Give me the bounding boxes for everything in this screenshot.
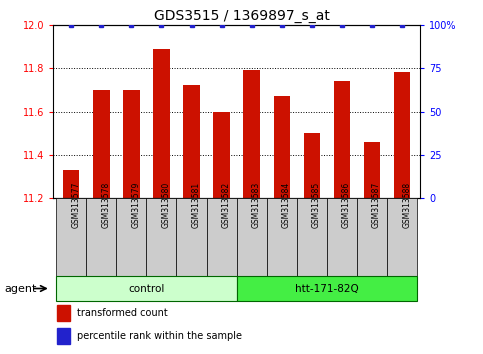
Text: control: control bbox=[128, 284, 165, 293]
Text: htt-171-82Q: htt-171-82Q bbox=[295, 284, 359, 293]
Bar bbox=[93, 90, 110, 198]
Text: GDS3515 / 1369897_s_at: GDS3515 / 1369897_s_at bbox=[154, 9, 329, 23]
Bar bbox=[57, 328, 70, 344]
Bar bbox=[56, 198, 86, 276]
Bar bbox=[207, 198, 237, 276]
Bar bbox=[63, 170, 80, 198]
Bar bbox=[57, 305, 70, 321]
Text: GSM313579: GSM313579 bbox=[131, 181, 141, 228]
Bar bbox=[123, 90, 140, 198]
Text: GSM313584: GSM313584 bbox=[282, 181, 291, 228]
Bar bbox=[153, 48, 170, 198]
Text: GSM313577: GSM313577 bbox=[71, 181, 80, 228]
Text: GSM313586: GSM313586 bbox=[342, 181, 351, 228]
Text: GSM313582: GSM313582 bbox=[222, 181, 230, 228]
Bar bbox=[237, 198, 267, 276]
Text: GSM313583: GSM313583 bbox=[252, 181, 261, 228]
Bar bbox=[387, 198, 417, 276]
Bar bbox=[267, 198, 297, 276]
Bar bbox=[364, 142, 380, 198]
Bar bbox=[357, 198, 387, 276]
Bar bbox=[394, 73, 411, 198]
Text: agent: agent bbox=[5, 284, 37, 293]
Bar bbox=[334, 81, 350, 198]
Text: transformed count: transformed count bbox=[77, 308, 168, 318]
Bar bbox=[86, 198, 116, 276]
Bar bbox=[213, 112, 230, 198]
Bar bbox=[146, 198, 176, 276]
Bar bbox=[183, 86, 200, 198]
Bar bbox=[297, 198, 327, 276]
Bar bbox=[237, 276, 417, 301]
Text: GSM313581: GSM313581 bbox=[192, 181, 200, 228]
Bar bbox=[116, 198, 146, 276]
Bar bbox=[273, 96, 290, 198]
Bar bbox=[304, 133, 320, 198]
Text: GSM313588: GSM313588 bbox=[402, 181, 411, 228]
Text: GSM313578: GSM313578 bbox=[101, 181, 110, 228]
Text: GSM313585: GSM313585 bbox=[312, 181, 321, 228]
Bar bbox=[243, 70, 260, 198]
Text: percentile rank within the sample: percentile rank within the sample bbox=[77, 331, 242, 341]
Bar bbox=[56, 276, 237, 301]
Text: GSM313587: GSM313587 bbox=[372, 181, 381, 228]
Text: GSM313580: GSM313580 bbox=[161, 181, 170, 228]
Bar bbox=[176, 198, 207, 276]
Bar bbox=[327, 198, 357, 276]
